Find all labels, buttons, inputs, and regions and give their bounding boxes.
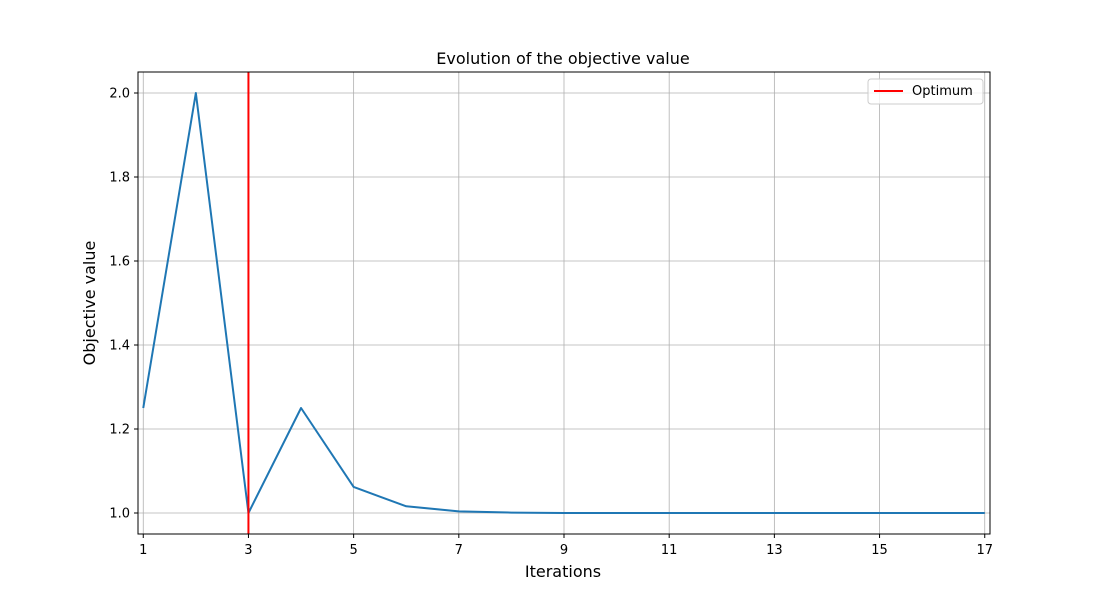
legend-label-optimum: Optimum bbox=[912, 84, 973, 99]
y-tick-label: 1.6 bbox=[109, 255, 130, 270]
legend-box bbox=[867, 78, 984, 105]
y-tick-label: 1.0 bbox=[109, 507, 130, 522]
y-axis-ticks: 1.0 1.2 1.4 1.6 1.8 2.0 bbox=[109, 87, 138, 522]
y-tick-label: 2.0 bbox=[109, 87, 130, 102]
grid bbox=[138, 72, 990, 534]
chart-title: Evolution of the objective value bbox=[436, 49, 689, 68]
x-tick-label: 9 bbox=[560, 543, 568, 558]
x-tick-label: 15 bbox=[871, 543, 888, 558]
series-layer bbox=[142, 92, 985, 514]
y-tick-label: 1.8 bbox=[109, 171, 130, 186]
x-tick-label: 13 bbox=[766, 543, 783, 558]
y-tick-label: 1.2 bbox=[109, 423, 130, 438]
x-tick-label: 11 bbox=[661, 543, 678, 558]
x-axis-ticks: 1 3 5 7 9 11 13 15 17 bbox=[139, 534, 993, 558]
x-axis-label: Iterations bbox=[525, 562, 601, 581]
y-tick-label: 1.4 bbox=[109, 339, 130, 354]
x-tick-label: 1 bbox=[139, 543, 147, 558]
x-tick-label: 7 bbox=[455, 543, 463, 558]
x-tick-label: 3 bbox=[244, 543, 252, 558]
series-line-objective bbox=[142, 92, 985, 514]
x-tick-label: 5 bbox=[349, 543, 357, 558]
y-axis-label: Objective value bbox=[80, 241, 99, 366]
x-tick-label: 17 bbox=[976, 543, 993, 558]
legend: Optimum bbox=[867, 78, 984, 105]
